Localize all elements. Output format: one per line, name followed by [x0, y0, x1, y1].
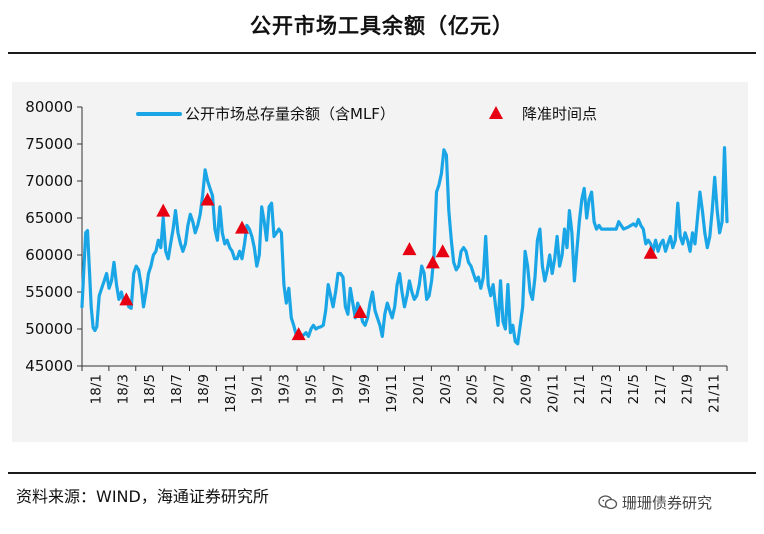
y-tick-label: 80000 [25, 98, 73, 116]
rrr-cut-marker [119, 292, 134, 306]
rrr-cut-marker [235, 220, 250, 234]
source-note: 资料来源：WIND，海通证券研究所 [16, 487, 269, 506]
y-tick-label: 65000 [25, 209, 73, 227]
y-tick-label: 75000 [25, 135, 73, 153]
watermark: 珊珊债券研究 [598, 492, 712, 513]
x-tick-label: 21/1 [572, 374, 588, 404]
y-tick-label: 55000 [25, 283, 73, 301]
x-tick-label: 19/11 [384, 374, 400, 413]
legend-marker-swatch [489, 106, 503, 119]
y-axis: 45000 50000 55000 60000 65000 70000 75000 80000 [25, 98, 83, 375]
x-tick-label: 20/5 [465, 374, 481, 404]
rrr-cut-marker [291, 327, 306, 341]
y-tick-label: 50000 [25, 320, 73, 338]
x-tick-label: 20/3 [438, 374, 454, 404]
x-tick-label: 20/7 [492, 374, 508, 404]
x-tick-label: 21/7 [653, 374, 669, 404]
x-tick-label: 20/11 [545, 374, 561, 413]
wechat-icon [598, 495, 618, 510]
rrr-cut-marker [156, 203, 171, 217]
bottom-rule [8, 472, 756, 474]
watermark-text: 珊珊债券研究 [622, 494, 713, 512]
x-tick-label: 19/1 [250, 374, 266, 404]
x-tick-label: 18/3 [115, 374, 131, 404]
x-tick-label: 21/9 [680, 374, 696, 404]
x-tick-label: 21/11 [707, 374, 723, 413]
x-tick-label: 18/11 [223, 374, 239, 413]
legend-line-label: 公开市场总存量余额（含MLF） [185, 105, 395, 123]
x-tick-label: 18/5 [142, 374, 158, 404]
x-tick-label: 19/9 [357, 374, 373, 404]
x-tick-label: 18/7 [169, 374, 185, 404]
x-tick-label: 18/9 [196, 374, 212, 404]
y-tick-label: 70000 [25, 172, 73, 190]
x-tick-label: 21/5 [626, 374, 642, 404]
x-tick-label: 21/3 [599, 374, 615, 404]
x-tick-label: 19/5 [303, 374, 319, 404]
chart-title: 公开市场工具余额（亿元） [250, 14, 514, 38]
rrr-cut-marker [402, 242, 417, 256]
rrr-cut-marker [643, 245, 658, 259]
x-tick-label: 19/3 [277, 374, 293, 404]
x-tick-label: 20/1 [411, 374, 427, 404]
marker-layer [119, 192, 658, 341]
x-tick-label: 19/7 [330, 374, 346, 404]
rrr-cut-marker [353, 304, 368, 318]
series-layer [80, 146, 729, 346]
series-line [80, 146, 729, 346]
legend-marker-label: 降准时间点 [522, 105, 597, 123]
y-tick-label: 45000 [25, 357, 73, 375]
x-axis: 18/1 18/3 18/5 18/7 18/9 18/11 19/1 19/3 19/5 19/… [81, 365, 728, 413]
x-tick-label: 20/9 [518, 374, 534, 404]
rrr-cut-marker [425, 255, 440, 269]
plot-background [12, 82, 748, 442]
legend: 公开市场总存量余额（含MLF） 降准时间点 [136, 105, 597, 123]
top-rule [8, 52, 756, 54]
rrr-cut-marker [435, 244, 450, 258]
x-tick-label: 18/1 [88, 374, 104, 404]
y-tick-label: 60000 [25, 246, 73, 264]
rrr-cut-marker [200, 192, 215, 206]
